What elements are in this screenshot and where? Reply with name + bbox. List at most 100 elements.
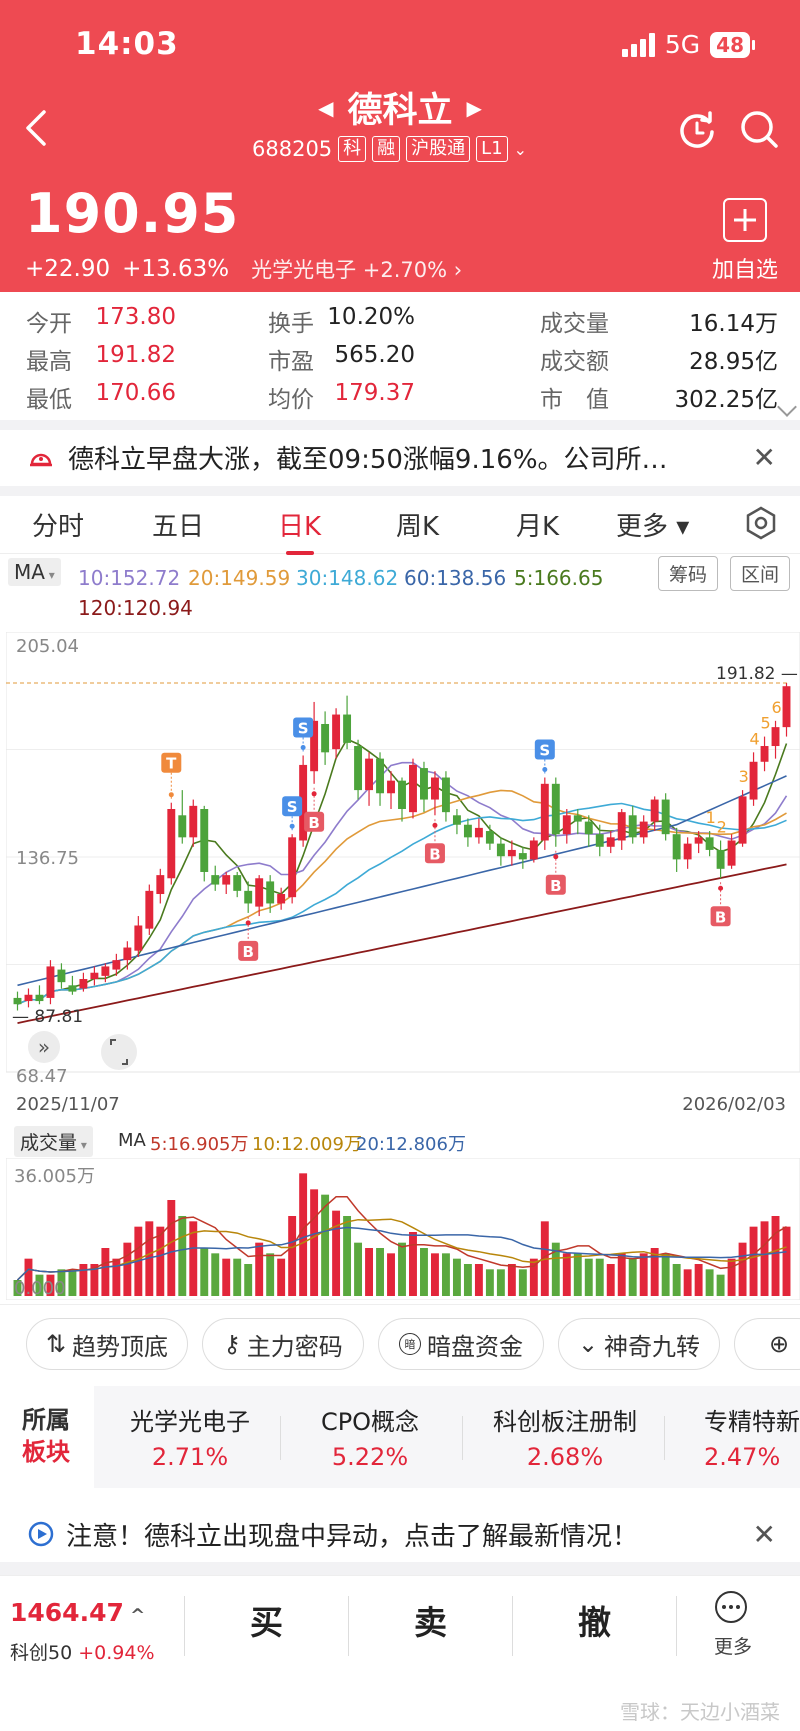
tab-intraday[interactable]: 分时 xyxy=(32,512,85,542)
sector-item[interactable]: CPO概念 5.22% xyxy=(320,1408,420,1471)
candle-body xyxy=(562,815,571,835)
add-watchlist-button[interactable] xyxy=(723,198,767,242)
volume-bar xyxy=(606,1264,615,1296)
candle-body xyxy=(299,764,308,841)
candle-body xyxy=(376,758,384,794)
next-stock-icon[interactable]: ▶ xyxy=(466,95,482,120)
close-icon[interactable]: ✕ xyxy=(752,440,776,474)
refresh-icon[interactable] xyxy=(676,108,718,150)
count-label: 1 xyxy=(706,808,716,827)
tag-level: L1 xyxy=(476,136,508,162)
candle-body xyxy=(606,837,615,847)
cancel-button[interactable]: 撤 xyxy=(578,1603,611,1642)
double-chevron-icon: » xyxy=(38,1035,50,1059)
settings-icon[interactable] xyxy=(744,506,778,540)
buy-button[interactable]: 买 xyxy=(250,1603,283,1642)
signal-label: S xyxy=(539,742,550,760)
volume-bar xyxy=(200,1248,209,1296)
index-name-row[interactable]: 科创50 +0.94% xyxy=(10,1642,155,1664)
tab-monthly-k[interactable]: 月K xyxy=(516,512,560,542)
search-icon[interactable] xyxy=(738,108,780,150)
add-watchlist-label[interactable]: 加自选 xyxy=(711,258,778,283)
news-notice[interactable]: 德科立早盘大涨，截至09:50涨幅9.16%。公司所… ✕ xyxy=(0,428,800,486)
close-icon[interactable]: ✕ xyxy=(752,1517,776,1551)
sector-item[interactable]: 光学光电子 2.71% xyxy=(130,1408,250,1471)
sector-item[interactable]: 科创板注册制 2.68% xyxy=(493,1408,637,1471)
volume-svg[interactable] xyxy=(5,1157,800,1301)
ma-selector[interactable]: MA xyxy=(8,558,61,586)
kline-chart[interactable]: 191.82 — — 87.81 T S S S B B B B B 1 2 3 4 5 6» xyxy=(5,631,800,1092)
candle-body xyxy=(584,821,593,835)
chip-button[interactable]: 筹码 xyxy=(658,556,719,591)
volume-bar xyxy=(365,1248,373,1296)
candle-body xyxy=(452,815,461,825)
tool-magic-nine[interactable]: ⌄ 神奇九转 xyxy=(558,1318,720,1370)
signal-badge-B xyxy=(304,811,325,832)
alert-notice[interactable]: 注意！德科立出现盘中异动，点击了解最新情况！ ✕ xyxy=(0,1506,800,1562)
volume-bar xyxy=(145,1221,154,1296)
tab-weekly-k[interactable]: 周K xyxy=(396,512,440,542)
signal-badge-B xyxy=(238,940,259,961)
ma60-label: 60:138.56 xyxy=(404,566,507,590)
candle-body xyxy=(595,834,604,847)
sell-button[interactable]: 卖 xyxy=(414,1603,447,1642)
stock-title: ◀ 德科立 ▶ xyxy=(318,82,482,133)
candle-body xyxy=(79,979,88,989)
candle-body xyxy=(661,799,670,835)
volume-chart[interactable] xyxy=(5,1157,800,1301)
volume-bar xyxy=(694,1264,703,1296)
volume-bar xyxy=(233,1258,242,1296)
index-value[interactable]: 1464.47 xyxy=(10,1598,145,1627)
quote-grid: 今开 173.80 最高 191.82 最低 170.66 换手 10.20% 市盈 56… xyxy=(0,296,800,422)
candle-body xyxy=(24,994,33,1002)
change-value: +22.90 xyxy=(25,256,111,282)
candle-body xyxy=(332,714,341,750)
ma20-label: 20:149.59 xyxy=(188,566,291,590)
tool-dark-pool[interactable]: 暗暗盘资金 xyxy=(378,1318,544,1370)
volume-bar xyxy=(683,1269,692,1296)
candle-body xyxy=(321,723,330,753)
bottom-sep xyxy=(676,1596,677,1656)
fullscreen-button xyxy=(101,1034,137,1070)
back-arrow-icon[interactable] xyxy=(22,108,52,148)
volume-bar xyxy=(650,1248,659,1296)
quote-pe: 市盈 565.20 xyxy=(268,342,415,375)
signal-label: T xyxy=(166,755,177,773)
ma120-label: 120:120.94 xyxy=(78,596,193,620)
sector-sep xyxy=(664,1416,665,1460)
bottom-sep xyxy=(512,1596,513,1656)
prev-stock-icon[interactable]: ◀ xyxy=(318,95,334,120)
sector-strip: 所属 板块 光学光电子 2.71% CPO概念 5.22% 科创板注册制 2.68% … xyxy=(0,1386,800,1488)
signal-label: B xyxy=(308,814,319,832)
end-date: 2026/02/03 xyxy=(682,1094,786,1115)
candle-body xyxy=(343,714,352,743)
more-dots-icon[interactable] xyxy=(714,1590,748,1624)
y-axis-top: 205.04 xyxy=(16,636,79,657)
sector-item[interactable]: 专精特新 2.47% xyxy=(704,1408,800,1471)
candle-body xyxy=(222,875,231,885)
tool-more[interactable]: ⊕ xyxy=(734,1318,800,1370)
tool-key[interactable]: ⚷ 主力密码 xyxy=(202,1318,364,1370)
volume-bar xyxy=(716,1274,725,1296)
volume-bar xyxy=(321,1194,330,1296)
candle-body xyxy=(639,821,648,838)
candle-body xyxy=(101,966,110,976)
tab-more[interactable]: 更多 ▾ xyxy=(616,512,690,542)
status-time: 14:03 xyxy=(75,26,179,62)
tab-five-day[interactable]: 五日 xyxy=(152,512,205,542)
more-label[interactable]: 更多 xyxy=(713,1636,752,1658)
range-button[interactable]: 区间 xyxy=(730,556,791,591)
candle-body xyxy=(474,827,483,838)
candle-body xyxy=(68,985,77,992)
stock-subline[interactable]: 688205 科 融 沪股通 L1 ⌄ xyxy=(252,136,527,162)
sector-link[interactable]: 光学光电子 +2.70% › xyxy=(251,258,463,282)
volume-selector[interactable]: 成交量 xyxy=(14,1126,93,1157)
tab-daily-k[interactable]: 日K xyxy=(278,506,321,543)
min-price-label: — 87.81 xyxy=(12,1007,83,1027)
quote-turnover: 换手 10.20% xyxy=(268,304,415,337)
chart-frame xyxy=(5,631,800,1073)
tool-trend[interactable]: ⇅ 趋势顶底 xyxy=(26,1318,188,1370)
ma120-line xyxy=(17,863,787,1024)
candle-body xyxy=(540,783,549,841)
